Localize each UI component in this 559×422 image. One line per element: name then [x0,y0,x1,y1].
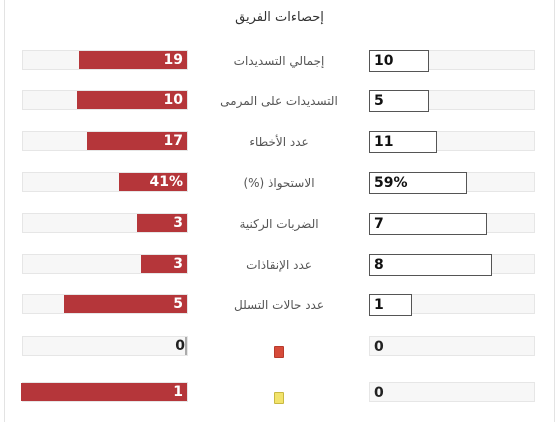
left-bar-track: 41% [22,172,188,192]
stat-row-red-cards: 0 0 [0,336,559,358]
right-bar-fill: 11 [369,131,437,153]
left-bar-track: 1 [21,382,188,402]
right-bar-track: 5 [369,90,535,112]
left-bar-fill: 41% [119,173,187,191]
panel-title: إحصاءات الفريق [235,10,324,25]
left-bar-track: 19 [22,50,188,70]
right-value: 0 [374,385,384,401]
right-bar-track: 8 [369,254,535,276]
stat-row-total-shots: 19 إجمالي التسديدات 10 [0,50,559,72]
left-bar-fill: 10 [77,91,187,109]
left-bar-track: 10 [22,90,188,110]
panel-border-right [554,0,555,422]
stat-row-fouls: 17 عدد الأخطاء 11 [0,131,559,153]
stat-label: الضربات الركنية [239,217,319,231]
stat-label: عدد الإنقاذات [246,258,312,272]
left-bar-track: 3 [22,254,188,274]
red-card-icon [274,346,284,358]
stat-row-shots-on-target: 10 التسديدات على المرمى 5 [0,90,559,112]
stat-row-offsides: 5 عدد حالات التسلل 1 [0,294,559,316]
right-bar-track: 0 [369,336,535,356]
yellow-card-icon [274,392,284,404]
right-bar-fill: 1 [369,294,412,316]
stat-label: التسديدات على المرمى [220,94,338,108]
right-bar-track: 7 [369,213,535,235]
panel-border-left [4,0,5,422]
left-bar-track: 5 [22,294,188,314]
left-bar-track: 17 [22,131,188,151]
stat-row-possession: 41% الاستحواذ (%) 59% [0,172,559,194]
left-bar-fill: 3 [137,214,187,232]
left-value: 0 [175,338,185,354]
right-bar-track: 1 [369,294,535,316]
right-value: 0 [374,339,384,355]
right-bar-fill: 7 [369,213,487,235]
right-bar-track: 59% [369,172,535,194]
left-bar-zero-marker [185,337,187,355]
stat-row-corners: 3 الضربات الركنية 7 [0,213,559,235]
stat-label: عدد حالات التسلل [233,298,325,312]
right-bar-track: 10 [369,50,535,72]
right-bar-track: 11 [369,131,535,153]
stat-row-yellow-cards: 1 0 [0,382,559,404]
stat-row-saves: 3 عدد الإنقاذات 8 [0,254,559,276]
left-bar-fill: 19 [79,51,187,69]
stat-label: الاستحواذ (%) [243,176,315,190]
right-bar-track: 0 [369,382,535,402]
stat-label: إجمالي التسديدات [233,54,325,68]
left-bar-track: 3 [22,213,188,233]
left-bar-fill: 1 [21,383,187,401]
left-bar-fill: 5 [64,295,187,313]
right-bar-fill: 8 [369,254,492,276]
stat-label: عدد الأخطاء [249,135,309,149]
right-bar-fill: 5 [369,90,429,112]
right-bar-fill: 59% [369,172,467,194]
left-bar-fill: 3 [141,255,187,273]
left-bar-fill: 17 [87,132,187,150]
right-bar-fill: 10 [369,50,429,72]
left-bar-track: 0 [22,336,188,356]
